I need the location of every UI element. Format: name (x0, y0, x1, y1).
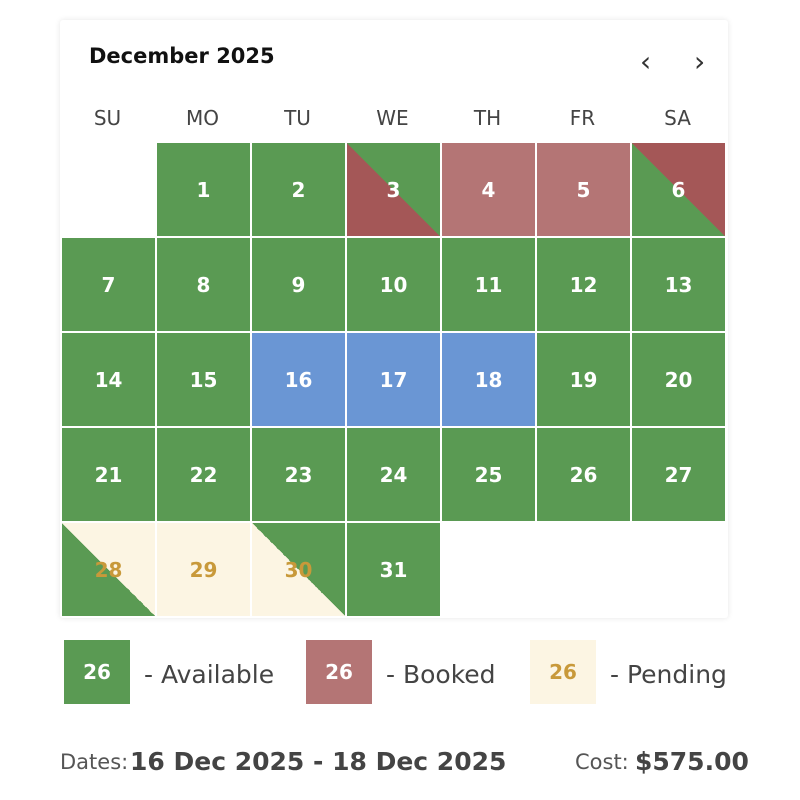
weekday-tu: TU (284, 106, 311, 130)
day-cell-14[interactable]: 14 (62, 333, 155, 426)
day-number: 13 (664, 272, 693, 297)
day-number: 29 (189, 557, 218, 582)
day-cell-21[interactable]: 21 (62, 428, 155, 521)
day-number: 1 (196, 177, 211, 202)
day-cell-18[interactable]: 18 (442, 333, 535, 426)
weekday-we: WE (376, 106, 409, 130)
legend-available-swatch: 26 (64, 640, 130, 704)
day-number: 30 (284, 557, 313, 582)
legend-available-label: - Available (144, 660, 275, 689)
day-cell-9[interactable]: 9 (252, 238, 345, 331)
day-grid: 1 2 3 4 5 6 7 8 9 10 11 12 13 14 15 16 17 18 19 20 21 22 23 24 2… (60, 143, 728, 618)
day-cell-7[interactable]: 7 (62, 238, 155, 331)
month-title: December 2025 (89, 44, 275, 68)
day-number: 25 (474, 462, 503, 487)
day-cell-19[interactable]: 19 (537, 333, 630, 426)
day-cell-3[interactable]: 3 (347, 143, 440, 236)
legend-pending-swatch: 26 (530, 640, 596, 704)
day-cell-15[interactable]: 15 (157, 333, 250, 426)
day-number: 24 (379, 462, 408, 487)
day-cell-24[interactable]: 24 (347, 428, 440, 521)
weekday-th: TH (473, 106, 502, 130)
day-number: 31 (379, 557, 408, 582)
day-number: 10 (379, 272, 408, 297)
day-number: 16 (284, 367, 313, 392)
day-cell-29[interactable]: 29 (157, 523, 250, 616)
booking-calendar: December 2025 ‹ › SU MO TU WE TH FR SA 1… (60, 20, 728, 618)
day-cell-17[interactable]: 17 (347, 333, 440, 426)
chevron-left-icon[interactable]: ‹ (640, 45, 652, 78)
day-cell-2[interactable]: 2 (252, 143, 345, 236)
day-cell-16[interactable]: 16 (252, 333, 345, 426)
day-number: 3 (386, 177, 401, 202)
day-cell-23[interactable]: 23 (252, 428, 345, 521)
day-cell-4[interactable]: 4 (442, 143, 535, 236)
legend-available-sample: 26 (83, 660, 111, 684)
day-number: 23 (284, 462, 313, 487)
day-number: 4 (481, 177, 496, 202)
day-number: 11 (474, 272, 503, 297)
weekday-mo: MO (186, 106, 219, 130)
day-cell-12[interactable]: 12 (537, 238, 630, 331)
legend-booked-label: - Booked (386, 660, 496, 689)
day-number: 20 (664, 367, 693, 392)
day-number: 26 (569, 462, 598, 487)
day-number: 8 (196, 272, 211, 297)
day-number: 7 (101, 272, 116, 297)
day-number: 19 (569, 367, 598, 392)
day-number: 15 (189, 367, 218, 392)
day-cell-10[interactable]: 10 (347, 238, 440, 331)
day-cell-1[interactable]: 1 (157, 143, 250, 236)
day-number: 21 (94, 462, 123, 487)
day-cell-11[interactable]: 11 (442, 238, 535, 331)
day-number: 18 (474, 367, 503, 392)
legend-pending-label: - Pending (610, 660, 727, 689)
weekday-fr: FR (569, 106, 596, 130)
day-cell-5[interactable]: 5 (537, 143, 630, 236)
day-cell-25[interactable]: 25 (442, 428, 535, 521)
day-number: 14 (94, 367, 123, 392)
dates-label: Dates: (60, 750, 129, 774)
day-number: 17 (379, 367, 408, 392)
day-cell-31[interactable]: 31 (347, 523, 440, 616)
day-number: 12 (569, 272, 598, 297)
cost-value: $575.00 (635, 747, 749, 776)
legend-booked-swatch: 26 (306, 640, 372, 704)
day-cell-27[interactable]: 27 (632, 428, 725, 521)
day-cell-13[interactable]: 13 (632, 238, 725, 331)
day-cell-30[interactable]: 30 (252, 523, 345, 616)
day-cell-8[interactable]: 8 (157, 238, 250, 331)
day-number: 27 (664, 462, 693, 487)
day-number: 5 (576, 177, 591, 202)
chevron-right-icon[interactable]: › (694, 45, 706, 78)
day-number: 22 (189, 462, 218, 487)
legend-pending-sample: 26 (549, 660, 577, 684)
cost-label: Cost: (575, 750, 629, 774)
dates-value: 16 Dec 2025 - 18 Dec 2025 (130, 747, 507, 776)
day-cell-20[interactable]: 20 (632, 333, 725, 426)
legend-booked-sample: 26 (325, 660, 353, 684)
day-cell-22[interactable]: 22 (157, 428, 250, 521)
day-number: 6 (671, 177, 686, 202)
day-number: 28 (94, 557, 123, 582)
day-number: 2 (291, 177, 306, 202)
weekday-sa: SA (664, 106, 691, 130)
day-cell-26[interactable]: 26 (537, 428, 630, 521)
weekday-su: SU (93, 106, 122, 130)
day-cell-6[interactable]: 6 (632, 143, 725, 236)
day-cell-28[interactable]: 28 (62, 523, 155, 616)
day-number: 9 (291, 272, 306, 297)
